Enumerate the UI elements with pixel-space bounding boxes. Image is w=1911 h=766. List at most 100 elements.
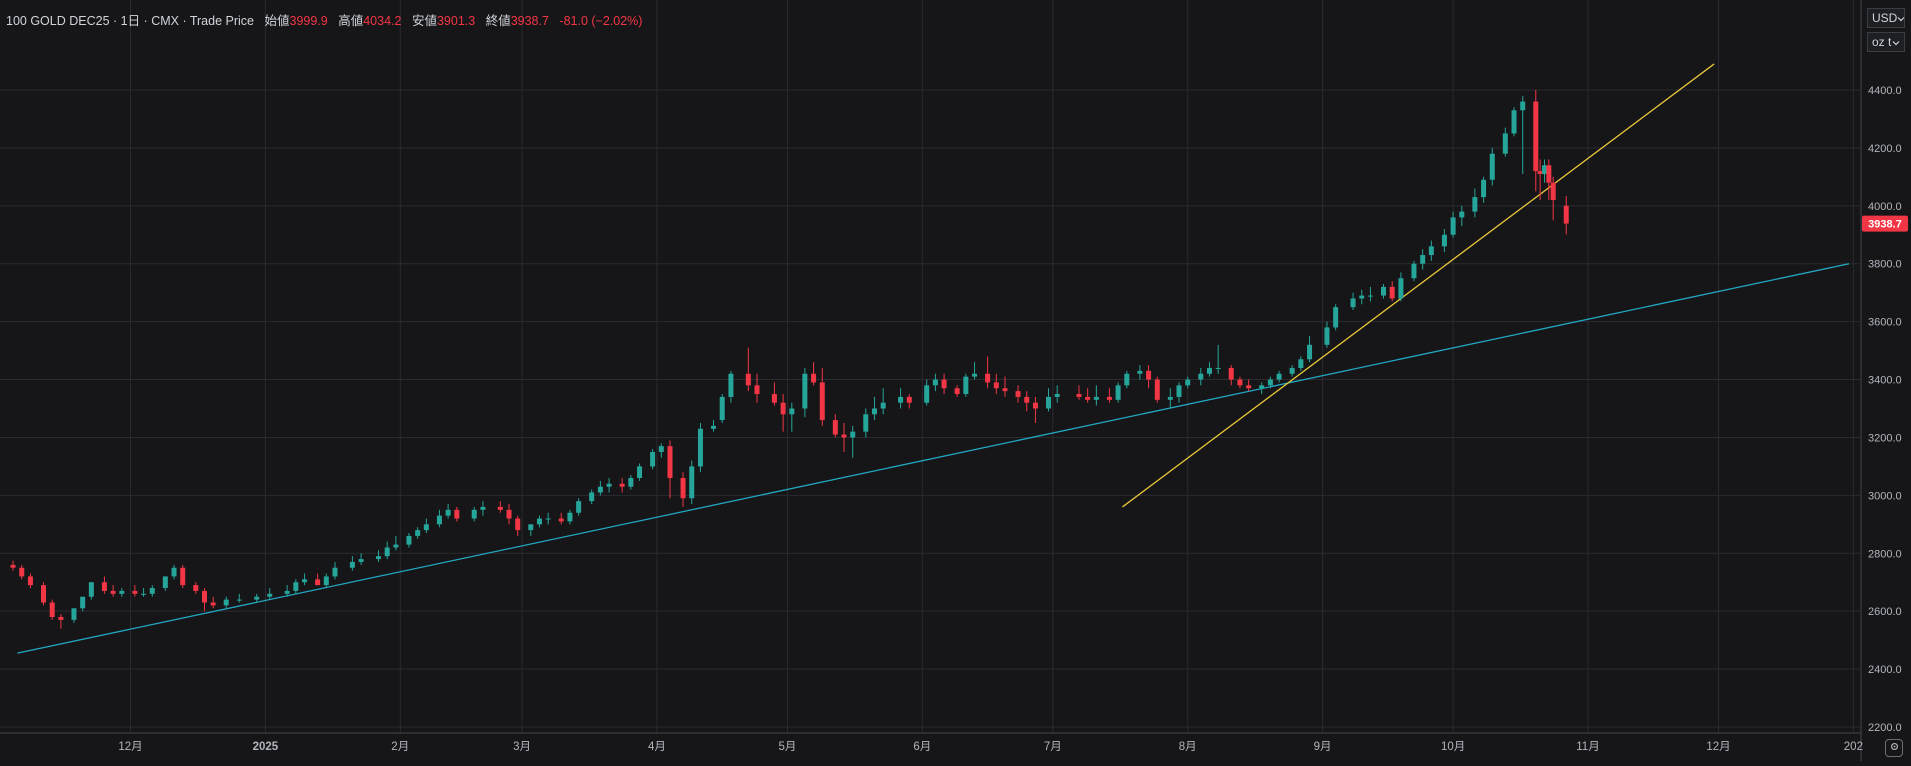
chevron-down-icon <box>1892 35 1900 49</box>
y-tick-label: 4000.0 <box>1868 201 1902 213</box>
candle-body <box>1198 373 1204 380</box>
candle-body <box>1537 171 1543 174</box>
ohlc-legend: 100 GOLD DEC25 · 1日 · CMX · Trade Price … <box>6 10 642 29</box>
x-tick-label: 202 <box>1844 741 1863 753</box>
candle-body <box>1228 367 1234 380</box>
high-label: 高値 <box>338 14 364 28</box>
unit-label: oz t <box>1872 35 1892 49</box>
gear-icon <box>1889 741 1900 755</box>
candle-body <box>1289 367 1295 374</box>
candle-body <box>193 585 199 591</box>
candle-body <box>1359 295 1365 299</box>
x-tick-label: 11月 <box>1576 741 1599 753</box>
close-label: 終値 <box>485 14 511 28</box>
candle-body <box>719 396 725 421</box>
candle-body <box>680 477 686 499</box>
x-tick-label: 3月 <box>513 741 531 753</box>
candle-body <box>789 408 795 415</box>
candle-body <box>1237 379 1243 386</box>
candle-body <box>754 385 760 395</box>
candle-body <box>1520 101 1526 111</box>
candle-body <box>1481 179 1487 198</box>
candle-body <box>545 518 551 520</box>
low-value: 3901.3 <box>436 14 476 28</box>
candle-body <box>423 524 429 531</box>
candle-body <box>1541 165 1547 174</box>
candle-body <box>332 567 338 577</box>
candle-body <box>619 483 625 487</box>
candle-body <box>906 396 912 403</box>
candle-body <box>1324 327 1330 345</box>
candle-body <box>871 408 877 415</box>
candle-body <box>780 402 786 415</box>
candle-body <box>302 579 308 583</box>
x-tick-label: 5月 <box>779 741 797 753</box>
candle-body <box>1441 234 1447 247</box>
candle-body <box>697 428 703 467</box>
candle-body <box>1459 211 1465 218</box>
candle-body <box>1267 379 1273 386</box>
y-tick-label: 2400.0 <box>1868 664 1902 676</box>
x-tick-label: 8月 <box>1179 741 1197 753</box>
candle-body <box>80 596 86 609</box>
candle-body <box>985 373 991 383</box>
candle-body <box>1381 286 1387 296</box>
candle-body <box>101 582 107 591</box>
candle-body <box>863 414 869 432</box>
candle-body <box>201 590 207 603</box>
candle-body <box>1002 388 1008 392</box>
candle-body <box>1076 394 1082 397</box>
candle-body <box>850 431 856 438</box>
candle-body <box>1124 373 1130 386</box>
candle-body <box>315 579 321 586</box>
candle-body <box>667 446 673 478</box>
candle-body <box>267 593 273 597</box>
candle-body <box>771 394 777 403</box>
candle-body <box>993 382 999 389</box>
candle-body <box>832 420 838 435</box>
candle-body <box>41 585 47 603</box>
candle-body <box>963 376 969 395</box>
y-tick-label: 4200.0 <box>1868 143 1902 155</box>
y-tick-label: 3200.0 <box>1868 432 1902 444</box>
candle-body <box>1093 396 1099 400</box>
x-tick-label: 6月 <box>913 741 931 753</box>
candle-body <box>1428 246 1434 256</box>
candle-body <box>528 524 534 531</box>
candle-body <box>1115 385 1121 400</box>
candle-body <box>1206 367 1212 374</box>
candle-body <box>236 599 242 601</box>
unit-button[interactable]: oz t <box>1867 32 1905 52</box>
candle-body <box>819 382 825 421</box>
last-price-badge <box>1862 215 1908 232</box>
candle-body <box>1350 298 1356 308</box>
currency-button[interactable]: USD <box>1867 8 1905 28</box>
candle-body <box>1246 385 1252 389</box>
candle-body <box>162 576 168 589</box>
y-tick-label: 2800.0 <box>1868 548 1902 560</box>
candle-body <box>358 559 364 562</box>
candle-body <box>10 564 16 568</box>
candle-body <box>1106 396 1112 400</box>
candle-body <box>1450 217 1456 235</box>
y-tick-label: 3000.0 <box>1868 490 1902 502</box>
candle-body <box>1307 344 1313 360</box>
candle-body <box>924 385 930 403</box>
candle-body <box>880 402 886 409</box>
candle-body <box>1546 165 1552 183</box>
candle-body <box>637 466 643 478</box>
candle-body <box>1015 391 1021 397</box>
candle-body <box>536 518 542 525</box>
settings-button[interactable] <box>1885 739 1903 757</box>
low-label: 安値 <box>411 14 437 28</box>
candle-body <box>480 506 486 510</box>
y-tick-label: 2200.0 <box>1868 722 1902 734</box>
candle-body <box>284 590 290 594</box>
candle-body <box>210 602 216 606</box>
candle-body <box>1367 295 1373 297</box>
candle-body <box>149 588 155 594</box>
candle-body <box>1137 370 1143 374</box>
